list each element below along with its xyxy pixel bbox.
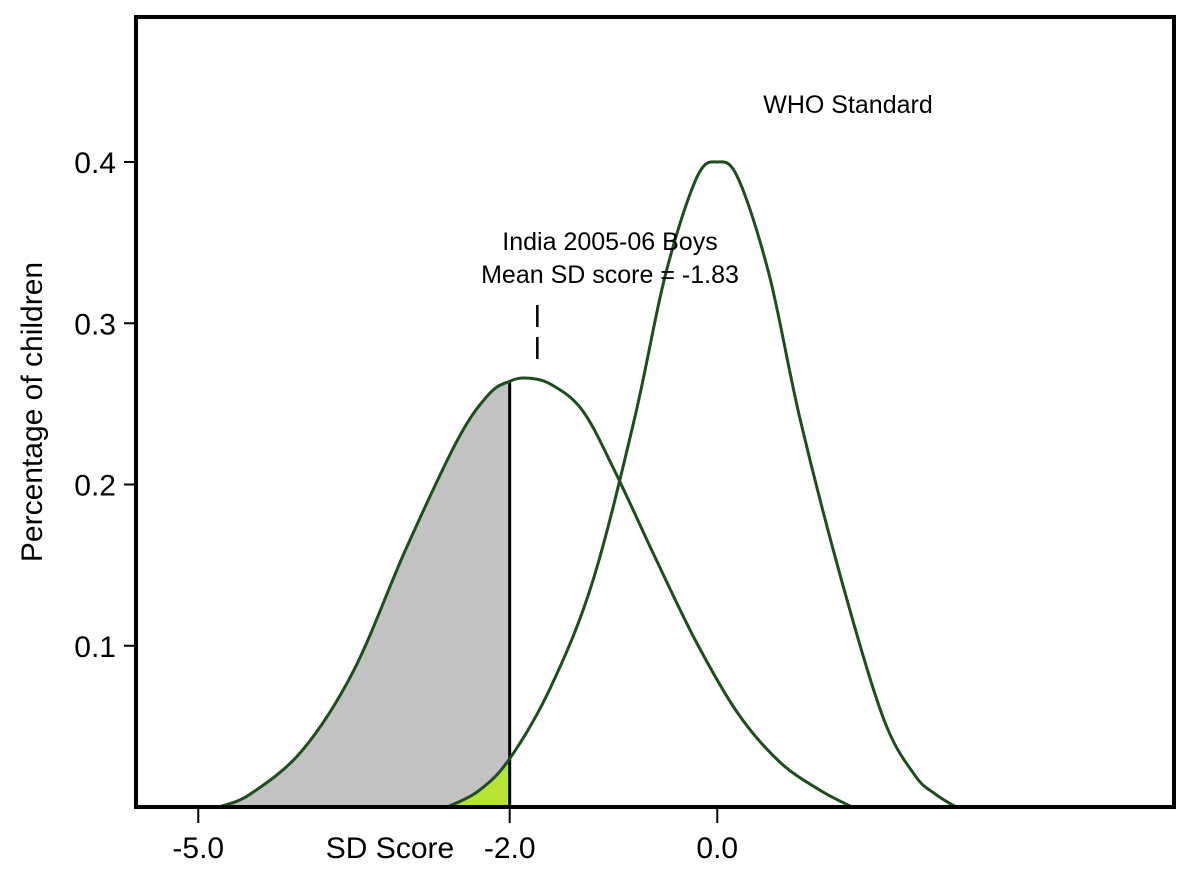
x-tick-label-0: -5.0 xyxy=(172,832,224,865)
india-curve xyxy=(218,376,853,809)
annotation-who: WHO Standard xyxy=(763,91,933,119)
y-tick-label-2: 0.3 xyxy=(74,308,116,341)
x-tick-label-2: 0.0 xyxy=(696,832,738,865)
plot-frame xyxy=(134,15,1176,809)
x-tick-label-1: -2.0 xyxy=(484,832,536,865)
y-axis-label: Percentage of children xyxy=(16,262,49,562)
who-curve xyxy=(446,160,957,809)
x-axis-label: SD Score xyxy=(326,832,454,865)
y-tick-label-1: 0.2 xyxy=(74,470,116,503)
who-shaded-area xyxy=(447,758,510,807)
india-shaded-area xyxy=(219,381,510,807)
y-tick-label-0: 0.1 xyxy=(74,631,116,664)
y-tick-label-3: 0.4 xyxy=(74,147,116,180)
annotation-india-line1: India 2005-06 Boys xyxy=(502,228,717,256)
annotation-india-line2: Mean SD score = -1.83 xyxy=(481,261,739,289)
